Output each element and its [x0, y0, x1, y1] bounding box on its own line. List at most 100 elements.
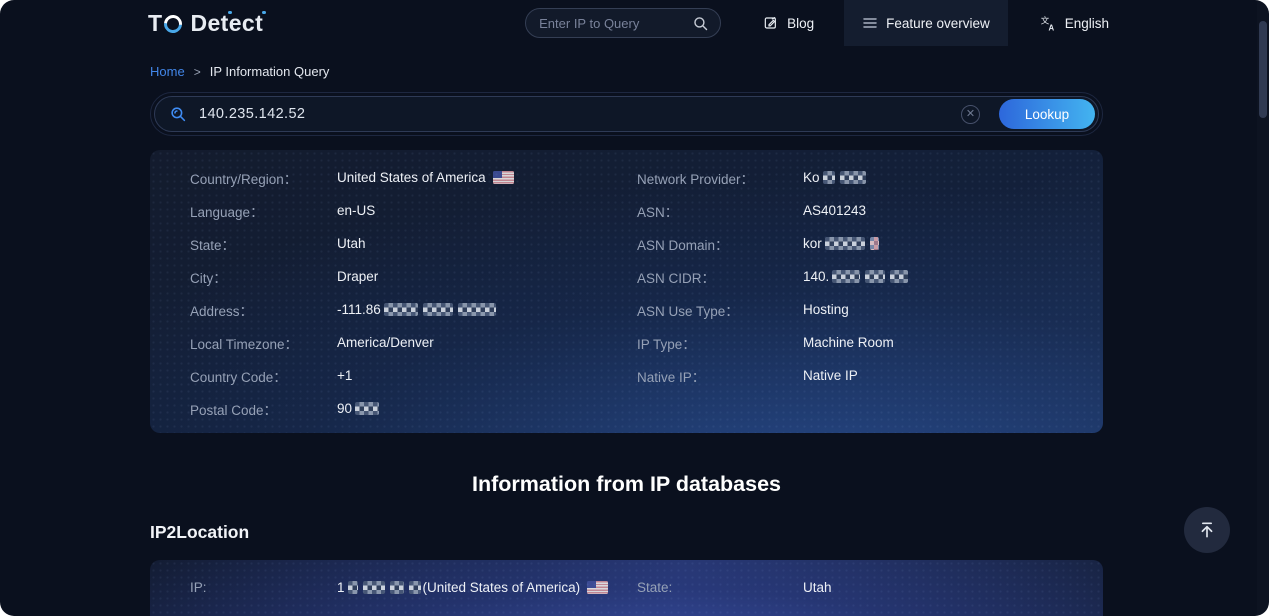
ip2location-left-column: IP: 1 (United States of America) — [190, 571, 637, 604]
ip2location-card: IP: 1 (United States of America) State: Uta… — [150, 560, 1103, 616]
breadcrumb-home-link[interactable]: Home — [150, 64, 185, 79]
field-label: Native IP： — [637, 369, 706, 385]
field-value: -111.86 — [337, 302, 498, 317]
field-value: 90 — [337, 401, 381, 416]
field-value-text: Hosting — [803, 302, 849, 317]
field-value-text: Ko — [803, 170, 820, 185]
field-label: Country/Region： — [190, 171, 298, 187]
lookup-bar: ✕ Lookup — [150, 92, 1103, 136]
field-value: 1 (United States of America) — [337, 580, 609, 595]
field-value: AS401243 — [803, 203, 866, 218]
field-label: IP: — [190, 580, 207, 595]
field-label: State: — [637, 580, 673, 595]
ip2location-grid: IP: 1 (United States of America) State: Uta… — [190, 571, 1103, 604]
field-value: 140. — [803, 269, 910, 284]
nav-feature-overview-label: Feature overview — [886, 15, 990, 31]
field-value: Native IP — [803, 368, 858, 383]
field-value-text: America/Denver — [337, 335, 434, 350]
nav-item-feature-overview[interactable]: Feature overview — [844, 0, 1008, 46]
ip-query-input[interactable] — [197, 105, 951, 123]
ip-info-card: Country/Region： United States of America L… — [150, 150, 1103, 433]
field-value: Utah — [803, 580, 832, 595]
field-value-text: United States of America — [337, 170, 486, 185]
field-label: Country Code： — [190, 369, 287, 385]
info-row: Native IP： Native IP — [637, 359, 1103, 392]
field-label: ASN： — [637, 204, 679, 220]
info-row: ASN CIDR： 140. — [637, 260, 1103, 293]
field-value-suffix: (United States of America) — [422, 580, 581, 595]
breadcrumb-current: IP Information Query — [209, 64, 330, 79]
ip-info-grid: Country/Region： United States of America L… — [190, 161, 1103, 425]
menu-icon — [862, 16, 878, 30]
field-label: State： — [190, 237, 236, 253]
header-search-input[interactable] — [537, 14, 693, 32]
info-row: Network Provider： Ko — [637, 161, 1103, 194]
field-value-text: kor — [803, 236, 822, 251]
logo-text-prefix: T — [148, 9, 163, 36]
scrollbar-track — [1257, 0, 1269, 616]
field-value-text: 90 — [337, 401, 353, 416]
redacted-mosaic — [422, 303, 453, 316]
field-label: ASN Domain： — [637, 237, 729, 253]
ip-info-left-column: Country/Region： United States of America L… — [190, 161, 637, 425]
field-label: Address： — [190, 303, 254, 319]
info-row: IP Type： Machine Room — [637, 326, 1103, 359]
field-label: City： — [190, 270, 227, 286]
redacted-mosaic — [408, 581, 421, 594]
redacted-mosaic — [865, 270, 886, 283]
redacted-mosaic — [389, 581, 404, 594]
field-value-text: Machine Room — [803, 335, 894, 350]
scrollbar-thumb[interactable] — [1259, 21, 1267, 118]
redacted-mosaic — [347, 581, 358, 594]
ip-info-right-column: Network Provider： Ko ASN： AS401243 ASN Domai… — [637, 161, 1103, 425]
lookup-button[interactable]: Lookup — [999, 99, 1095, 129]
info-row: Country Code： +1 — [190, 359, 637, 392]
field-value: Draper — [337, 269, 378, 284]
field-label: Postal Code： — [190, 402, 278, 418]
nav-blog-label: Blog — [787, 15, 815, 31]
info-row: State: Utah — [637, 571, 1103, 604]
field-value-text: 140. — [803, 269, 830, 284]
field-value-text: -111.86 — [337, 302, 381, 317]
site-logo[interactable]: T Detect — [148, 10, 263, 37]
breadcrumb-separator: > — [193, 64, 201, 79]
info-row: State： Utah — [190, 227, 637, 260]
redacted-mosaic — [457, 303, 496, 316]
field-value-text: 1 — [337, 580, 345, 595]
redacted-mosaic — [890, 270, 909, 283]
field-value: America/Denver — [337, 335, 434, 350]
nav-item-language[interactable]: 文 A English — [1040, 0, 1109, 46]
svg-text:文: 文 — [1040, 15, 1049, 26]
field-value-text: AS401243 — [803, 203, 867, 218]
info-row: Country/Region： United States of America — [190, 161, 637, 194]
svg-text:A: A — [1048, 23, 1054, 31]
scroll-to-top-button[interactable] — [1184, 507, 1230, 553]
field-value-text: Native IP — [803, 368, 858, 383]
field-value-text: +1 — [337, 368, 353, 383]
redacted-mosaic — [383, 303, 418, 316]
field-value: +1 — [337, 368, 352, 383]
field-value: United States of America — [337, 170, 514, 185]
search-icon[interactable] — [692, 15, 709, 32]
field-value: en-US — [337, 203, 375, 218]
field-value: Hosting — [803, 302, 849, 317]
breadcrumb: Home > IP Information Query — [150, 64, 1269, 79]
header-search[interactable] — [525, 8, 722, 38]
clear-input-icon[interactable]: ✕ — [961, 104, 980, 124]
ip2location-heading: IP2Location — [150, 522, 250, 542]
redacted-mosaic — [355, 402, 380, 415]
field-value-text: Draper — [337, 269, 379, 284]
blog-icon — [763, 15, 779, 31]
field-value: Utah — [337, 236, 366, 251]
nav-item-blog[interactable]: Blog — [763, 0, 814, 46]
field-value: Machine Room — [803, 335, 894, 350]
field-value-text: Utah — [337, 236, 366, 251]
info-row: Postal Code： 90 — [190, 392, 637, 425]
us-flag-icon — [492, 171, 514, 184]
field-label: IP Type： — [637, 336, 696, 352]
search-icon — [169, 105, 187, 123]
logo-text-suffix: Detect — [190, 9, 264, 36]
info-row: IP: 1 (United States of America) — [190, 571, 637, 604]
field-label: Network Provider： — [637, 171, 755, 187]
